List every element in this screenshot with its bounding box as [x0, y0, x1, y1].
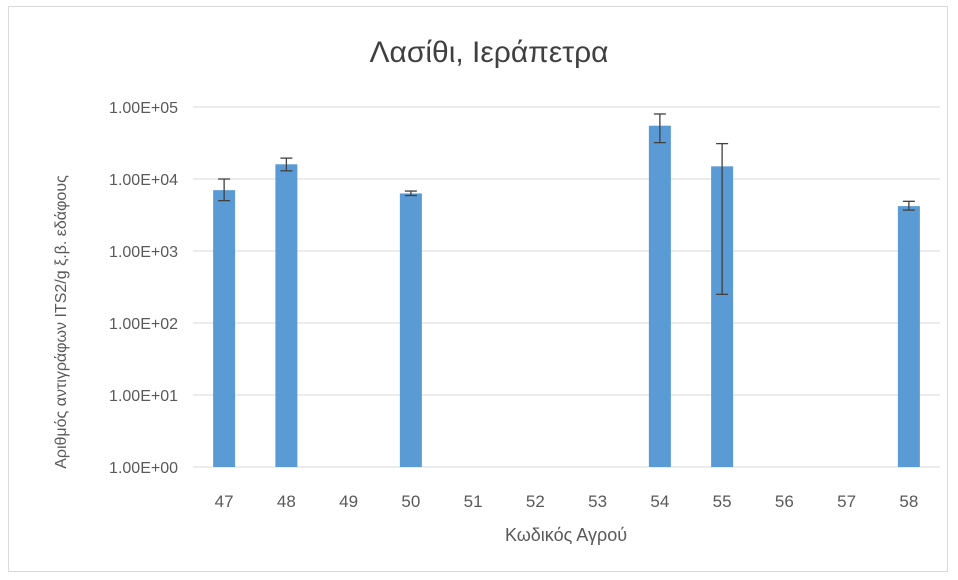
x-tick-label: 57 [837, 492, 856, 511]
error-bar [404, 190, 417, 197]
y-tick-labels: 1.00E+00 1.00E+01 1.00E+02 1.00E+03 1.00E+04… [109, 100, 178, 477]
y-tick-label: 1.00E+01 [109, 388, 178, 405]
error-bars [218, 113, 915, 295]
y-tick-label: 1.00E+03 [109, 244, 178, 261]
x-tick-label: 53 [588, 492, 607, 511]
gridlines [193, 106, 940, 468]
y-tick-label: 1.00E+02 [109, 316, 178, 333]
bar [897, 206, 920, 468]
x-tick-label: 56 [775, 492, 794, 511]
x-tick-label: 54 [650, 492, 669, 511]
bar [648, 125, 671, 468]
x-tick-label: 55 [713, 492, 732, 511]
y-tick-label: 1.00E+00 [109, 460, 178, 477]
x-tick-label: 50 [401, 492, 420, 511]
bar [399, 193, 422, 467]
x-axis-title: Κωδικός Αγρού [505, 525, 627, 545]
x-tick-label: 51 [464, 492, 483, 511]
x-tick-label: 52 [526, 492, 545, 511]
y-tick-label: 1.00E+05 [109, 100, 178, 117]
error-bar [716, 142, 729, 295]
chart-frame [8, 6, 948, 572]
bar [275, 164, 298, 468]
x-tick-label: 58 [899, 492, 918, 511]
bars [213, 125, 920, 468]
error-bar [902, 200, 915, 211]
error-bar [218, 178, 231, 202]
chart-title: Λασίθι, Ιεράπετρα [369, 36, 608, 69]
bar [213, 190, 236, 467]
x-tick-label: 47 [215, 492, 234, 511]
y-tick-label: 1.00E+04 [109, 172, 178, 189]
x-tick-labels: 47 48 49 50 51 52 53 54 55 56 57 58 [215, 492, 919, 511]
y-axis-title: Αριθμός αντιγράφων ITS2/g ξ.β. εδάφους [53, 175, 70, 469]
bar [711, 166, 734, 468]
error-bar [280, 157, 293, 172]
error-bar [653, 113, 666, 144]
x-tick-label: 48 [277, 492, 296, 511]
x-tick-label: 49 [339, 492, 358, 511]
